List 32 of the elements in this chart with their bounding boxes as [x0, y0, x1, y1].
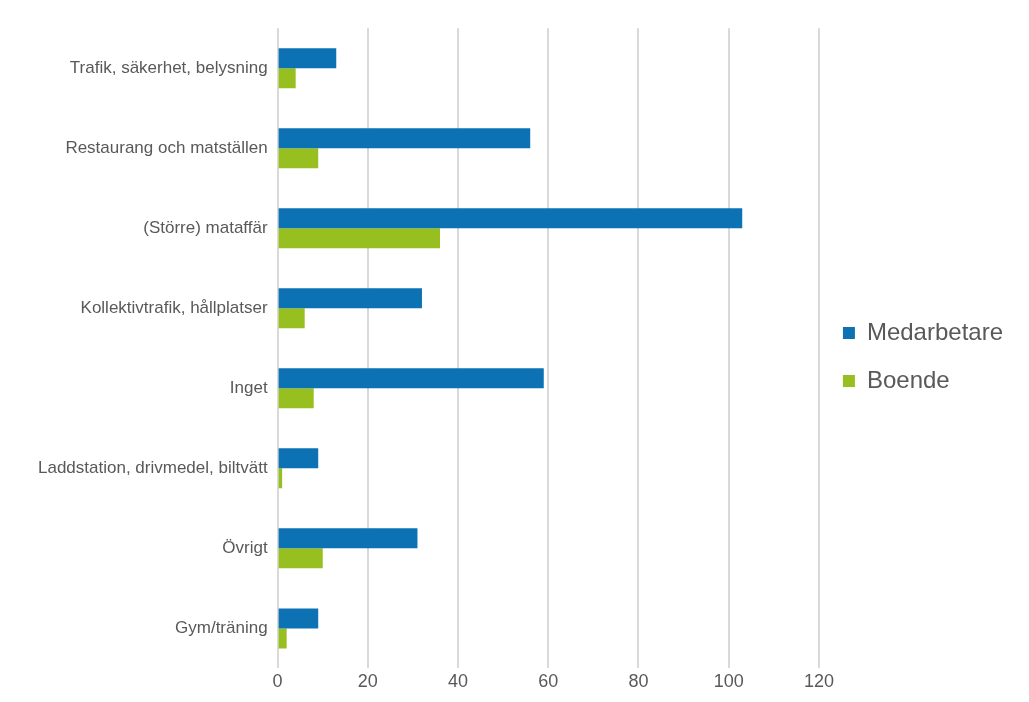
bar [278, 148, 319, 169]
x-tick-label: 40 [448, 671, 469, 692]
x-tick-label: 120 [803, 671, 834, 692]
bar [278, 208, 743, 229]
x-tick-label: 20 [357, 671, 378, 692]
bar [278, 608, 319, 629]
bar [278, 308, 305, 329]
bar [278, 228, 441, 249]
bar [278, 68, 296, 89]
y-tick-label: Inget [229, 378, 268, 397]
legend-label: Medarbetare [866, 317, 1003, 345]
x-tick-label: 100 [713, 671, 744, 692]
y-tick-label: Laddstation, drivmedel, biltvätt [38, 458, 268, 478]
bar [278, 128, 531, 149]
bar [278, 448, 319, 469]
x-tick-label: 0 [272, 671, 283, 692]
y-tick-label: Kollektivtrafik, hållplatser [80, 297, 268, 317]
bar [278, 628, 287, 649]
x-tick-label: 80 [628, 671, 649, 692]
bar [278, 388, 314, 409]
bar [278, 548, 323, 569]
y-tick-label: Trafik, säkerhet, belysning [69, 57, 268, 77]
bar [278, 368, 544, 389]
bar [278, 528, 418, 549]
y-tick-label: Restaurang och matställen [65, 137, 268, 157]
bar [278, 288, 422, 309]
legend-label: Boende [866, 365, 950, 393]
y-tick-label: Övrigt [222, 538, 268, 558]
y-tick-label: (Större) mataffär [143, 217, 268, 237]
y-tick-label: Gym/träning [175, 618, 268, 638]
bar [278, 48, 337, 69]
x-tick-label: 60 [538, 671, 559, 692]
